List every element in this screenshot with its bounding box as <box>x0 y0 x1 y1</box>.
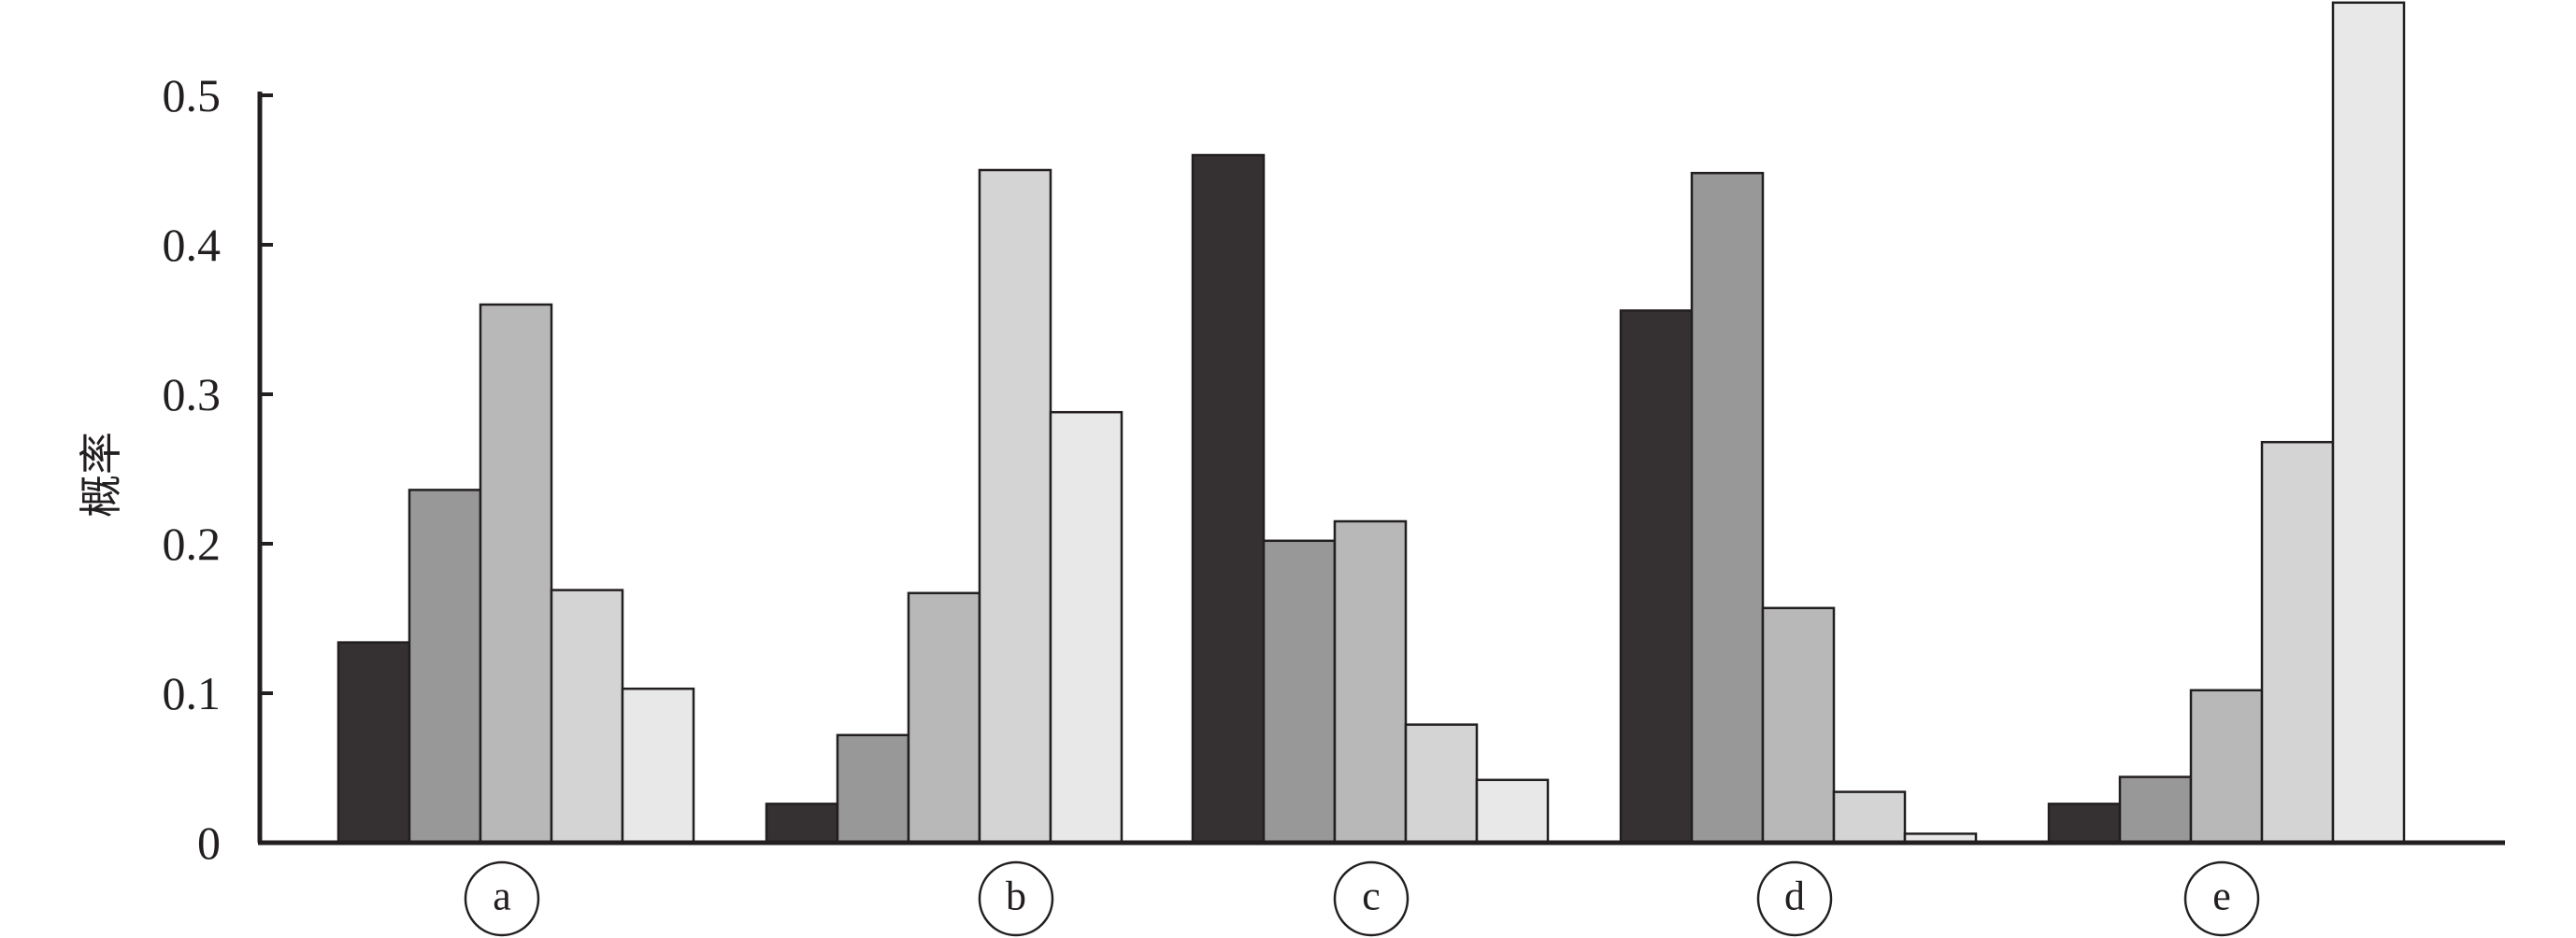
y-ticks-group: 0 0.1 0.2 0.3 0.4 0.5 <box>163 69 273 869</box>
bar-a-4 <box>550 589 624 845</box>
category-labels-group: a b c d e <box>464 860 2260 937</box>
bar-a-1 <box>336 641 411 845</box>
axes-group <box>257 92 2505 846</box>
bar-d-4 <box>1832 790 1907 845</box>
category-circle-e <box>2183 860 2260 937</box>
y-tick-label: 0.4 <box>163 219 222 271</box>
category-label-c: c <box>1362 874 1381 919</box>
bar-c-5 <box>1475 778 1550 845</box>
bar-b-2 <box>836 733 910 845</box>
category-label-b: b <box>1006 874 1026 919</box>
category-label-a: a <box>493 874 511 919</box>
bar-c-3 <box>1333 519 1408 845</box>
bar-a-3 <box>479 303 553 845</box>
bar-b-3 <box>907 591 981 845</box>
bar-b-1 <box>765 803 839 845</box>
y-tick-label: 0 <box>197 817 221 869</box>
y-tick-label: 0.3 <box>163 368 222 420</box>
bar-a-2 <box>408 489 482 845</box>
bar-e-3 <box>2189 689 2264 845</box>
category-label-d: d <box>1784 874 1805 919</box>
bar-e-4 <box>2260 440 2335 845</box>
category-label-e: e <box>2212 874 2231 919</box>
bar-c-1 <box>1191 153 1266 845</box>
y-tick-label: 0.5 <box>163 69 222 121</box>
bar-d-3 <box>1761 606 1836 845</box>
bar-b-5 <box>1049 410 1123 845</box>
category-circle-d <box>1756 860 1833 937</box>
category-circle-c <box>1333 860 1410 937</box>
bar-d-1 <box>1619 309 1694 845</box>
y-tick-label: 0.1 <box>163 667 222 719</box>
bar-e-2 <box>2118 775 2193 845</box>
bars-group <box>336 1 2406 845</box>
bar-c-2 <box>1262 539 1337 845</box>
y-tick-label: 0.2 <box>163 518 222 570</box>
bar-d-2 <box>1690 171 1765 845</box>
category-circle-a <box>464 860 540 937</box>
bar-c-4 <box>1404 723 1479 845</box>
bar-e-5 <box>2331 1 2406 845</box>
bar-e-1 <box>2047 803 2122 845</box>
bar-b-4 <box>978 168 1052 845</box>
bar-a-5 <box>621 687 695 845</box>
y-axis-label: 概率 <box>76 432 126 518</box>
category-circle-b <box>978 860 1054 937</box>
